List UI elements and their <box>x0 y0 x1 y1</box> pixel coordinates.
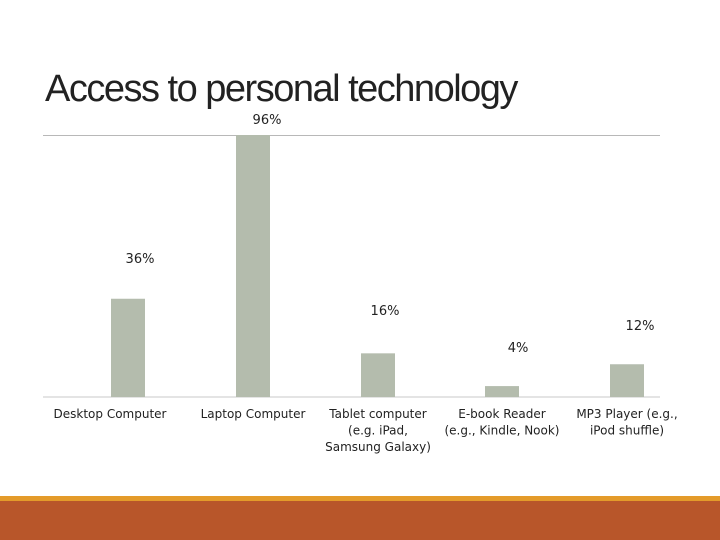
category-label-0: Desktop Computer <box>54 407 167 421</box>
footer-stripe <box>0 496 720 501</box>
value-label-3: 4% <box>508 341 529 356</box>
value-label-4: 12% <box>626 319 655 334</box>
value-label-2: 16% <box>371 304 400 319</box>
footer-band <box>0 496 720 540</box>
category-label-2: Tablet computer (e.g. iPad, Samsung Galaxy… <box>325 407 431 454</box>
bar-1 <box>236 135 270 397</box>
bar-0 <box>111 298 145 397</box>
value-label-0: 36% <box>126 252 155 267</box>
title-divider <box>43 135 660 136</box>
bar-2 <box>361 353 395 397</box>
value-label-1: 96% <box>253 113 282 128</box>
slide-title: Access to personal technology <box>45 68 518 110</box>
bar-4 <box>610 364 644 397</box>
category-label-1: Laptop Computer <box>201 407 306 421</box>
bar-3 <box>485 386 519 397</box>
category-label-4: MP3 Player (e.g., iPod shuffle) <box>576 407 677 438</box>
category-label-3: E-book Reader (e.g., Kindle, Nook) <box>444 407 559 438</box>
